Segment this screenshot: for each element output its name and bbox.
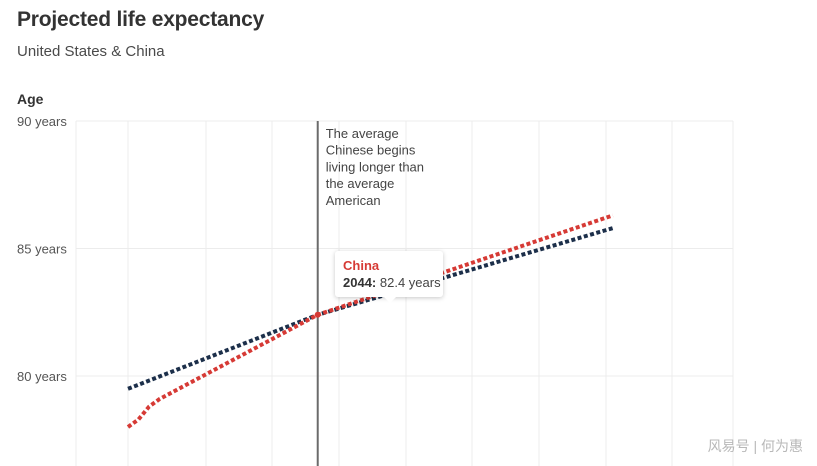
annotation-text-line: Chinese begins [326, 143, 416, 158]
annotation-text-line: The average [326, 126, 399, 141]
y-tick-label: 85 years [17, 242, 67, 257]
tooltip-value: 82.4 years [379, 275, 441, 290]
annotation-text-line: living longer than [326, 159, 424, 174]
grid-layer [75, 120, 734, 466]
chart-subtitle: United States & China [17, 43, 165, 60]
y-tick-label: 90 years [17, 114, 67, 129]
annotation-text-line: the average [326, 176, 395, 191]
highlight-point [314, 311, 321, 318]
chart-title: Projected life expectancy [17, 8, 265, 31]
data-tooltip: China 2044: 82.4 years [335, 251, 443, 303]
y-tick-labels: 90 years 85 years 80 years [17, 114, 67, 384]
annotation-text-line: American [326, 193, 381, 208]
tooltip-series-name: China [343, 258, 380, 273]
tooltip-year: 2044: [343, 275, 377, 290]
tooltip-value-line: 2044: 82.4 years [343, 275, 441, 290]
series-line [126, 213, 614, 429]
y-tick-label: 80 years [17, 369, 67, 384]
y-axis-label: Age [17, 91, 44, 107]
watermark-text: 风易号 | 何为惠 [707, 438, 803, 454]
series-layer [126, 213, 614, 429]
